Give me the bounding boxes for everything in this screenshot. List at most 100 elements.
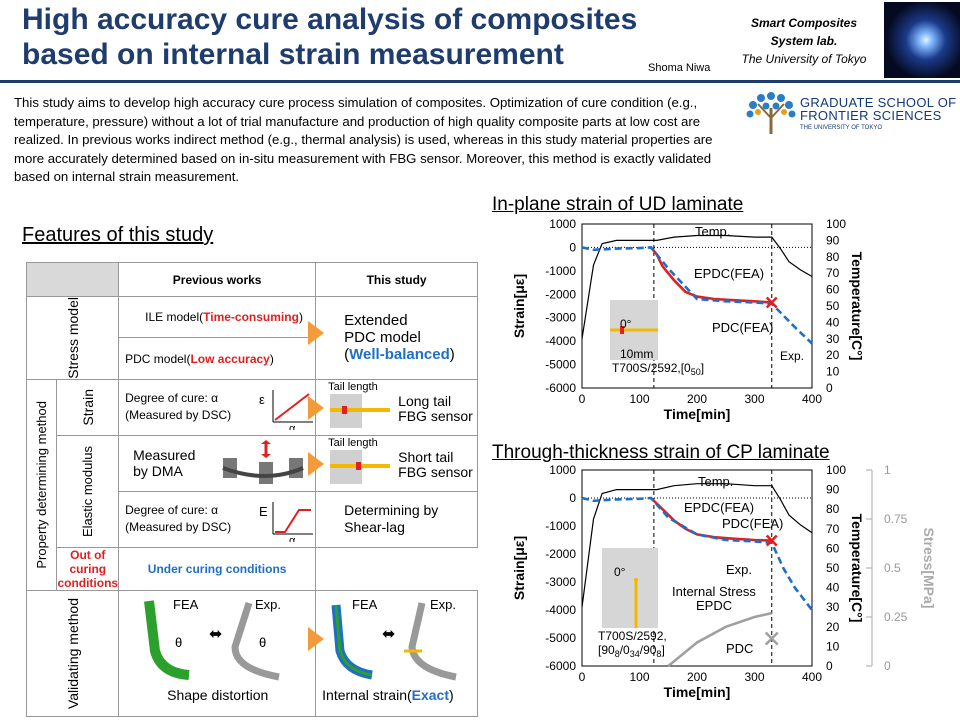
long-tail-fbg: Tail length Long tail FBG sensor (308, 378, 478, 436)
chart2-xtick: 200 (687, 670, 707, 684)
chart1-ytick: -2000 (545, 287, 576, 301)
chart2-y2tick: 90 (826, 483, 840, 497)
pdc-model: PDC model(Low accuracy) (118, 337, 317, 380)
svg-text:Exp.: Exp. (430, 597, 456, 612)
svg-text:α: α (289, 423, 296, 430)
chart1-title: In-plane strain of UD laminate (492, 194, 744, 215)
chart2-ylabel: Strain[με] (511, 536, 527, 600)
chart2-y3tick: 0 (884, 659, 891, 673)
chart1-ytick: 0 (569, 240, 576, 254)
short-tail-fbg: Tail length Short tail FBG sensor (308, 434, 478, 492)
chart2-y2tick: 10 (826, 639, 840, 653)
chart1-y2tick: 50 (826, 299, 840, 313)
chart1-y2tick: 80 (826, 250, 840, 264)
chart1-y2tick: 100 (826, 217, 846, 231)
author-name: Shoma Niwa (648, 62, 711, 74)
chart2-ytick: -4000 (545, 603, 576, 617)
chart1-y2tick: 10 (826, 365, 840, 379)
school-line-3: THE UNIVERSITY OF TOKYO (800, 125, 883, 131)
chart2-fbg-dot (634, 578, 638, 582)
chart2-ytick: -6000 (545, 659, 576, 673)
chart2-spec-part: 8 (615, 649, 620, 659)
chart1-series-1 (649, 246, 772, 304)
elastic-graph-icon: E α (259, 501, 314, 542)
internal-strain: FEA Exp. ⬌ Internal strain(Exact) (308, 589, 478, 717)
svg-text:Exp.: Exp. (255, 597, 281, 612)
chart2-y2tick: 50 (826, 561, 840, 575)
chart2-series-2 (581, 496, 814, 611)
chart1-size-label: 10mm (620, 347, 653, 361)
chart1-epdc-label: EPDC(FEA) (694, 266, 764, 281)
svg-text:FEA: FEA (173, 597, 199, 612)
chart1-xlabel: Time[min] (664, 406, 731, 422)
chart1-y2tick: 20 (826, 348, 840, 362)
chart2-series-1 (650, 497, 772, 542)
lab-name: Smart Composites System lab. The Univers… (724, 14, 884, 68)
extended-pdc-model: Extended PDC model (Well-balanced) (308, 296, 478, 380)
chart1-y2tick: 0 (826, 381, 833, 395)
svg-text:ε: ε (259, 392, 265, 407)
chart1-ytick: -3000 (545, 311, 576, 325)
row-label-strain: Strain (56, 378, 120, 436)
chart1-ylabel: Strain[με] (511, 274, 527, 338)
chart1-angle-label: 0° (620, 317, 632, 331)
chart1-xtick: 300 (744, 392, 764, 406)
chart2-spec-line1: T700S/2592, (598, 629, 667, 643)
under-curing: Under curing conditions (118, 546, 317, 591)
chart2-spec-part: ] (661, 643, 664, 657)
out-of-curing: Out of curing conditions (56, 546, 120, 591)
svg-text:⬌: ⬌ (382, 626, 395, 643)
chart2-frame (581, 469, 813, 667)
chart1-pdc-label: PDC(FEA) (712, 320, 773, 335)
intro-paragraph: This study aims to develop high accuracy… (14, 95, 713, 185)
internal-strain-icon: FEA Exp. ⬌ (331, 597, 457, 681)
chart2-spec-part: /90 (640, 643, 657, 657)
chart2-title: Through-thickness strain of CP laminate (492, 442, 830, 463)
shape-distortion-icon: FEA Exp. θ θ ⬌ (144, 597, 281, 681)
chart1-pdc-marker (765, 296, 778, 309)
chart1-plot: 0 100 200 300 40010000-1000-2000-3000-4000-5… (511, 217, 865, 422)
chart1-spec-end: ] (701, 361, 704, 375)
chart2-spec-line2: [908/034/908] (598, 643, 665, 659)
chart2-spec-part: /0 (620, 643, 630, 657)
chart2-angle-label: 0° (614, 565, 626, 579)
chart2-y3tick: 1 (884, 463, 891, 477)
school-line-1: GRADUATE SCHOOL OF (800, 95, 957, 110)
chart2-y3tick: 0.75 (884, 512, 908, 526)
chart2-internal-epdc-label: EPDC (696, 598, 732, 613)
chart1-ytick: 1000 (549, 217, 576, 231)
chart1-xtick: 400 (802, 392, 822, 406)
chart1-y2tick: 70 (826, 266, 840, 280)
chart2-series-0 (581, 483, 813, 608)
chart2-ytick: 1000 (549, 463, 576, 477)
features-heading: Features of this study (22, 224, 214, 246)
ile-model: ILE model(Time-consuming) (118, 295, 317, 339)
measured-by-dma: Measured by DMA (118, 434, 317, 492)
chart2-xtick: 400 (802, 670, 822, 684)
chart1-series-0 (581, 234, 813, 339)
chart1-frame (581, 223, 813, 389)
chart2-internal-label: Internal Stress (672, 584, 756, 599)
chart2-pdc-marker (765, 534, 778, 547)
row-label-stress: Stress model (25, 296, 120, 380)
chart2-y2tick: 80 (826, 502, 840, 516)
chart1-y2tick: 90 (826, 233, 840, 247)
chart2-y2tick: 60 (826, 541, 840, 555)
chart2-xtick: 100 (629, 670, 649, 684)
col-this-study: This study (315, 262, 478, 297)
chart2-pdc-label: PDC(FEA) (722, 516, 783, 531)
dma-specimen-icon (222, 439, 304, 484)
lab-logo-icon (884, 2, 960, 78)
chart2-specimen-icon (602, 548, 658, 628)
strain-previous: Degree of cure: α (Measured by DSC) ε α (118, 378, 317, 436)
chart1-ytick: -5000 (545, 358, 576, 372)
row-label-validating: Validating method (25, 589, 120, 717)
svg-text:E: E (259, 504, 268, 519)
chart2-y2tick: 0 (826, 659, 833, 673)
svg-text:⬌: ⬌ (209, 626, 222, 643)
chart2-y2tick: 100 (826, 463, 846, 477)
header-divider (0, 80, 960, 83)
lab-line-1: Smart Composites (750, 16, 858, 30)
svg-text:α: α (289, 535, 296, 542)
chart2-pdc-stress-label: PDC (726, 641, 753, 656)
